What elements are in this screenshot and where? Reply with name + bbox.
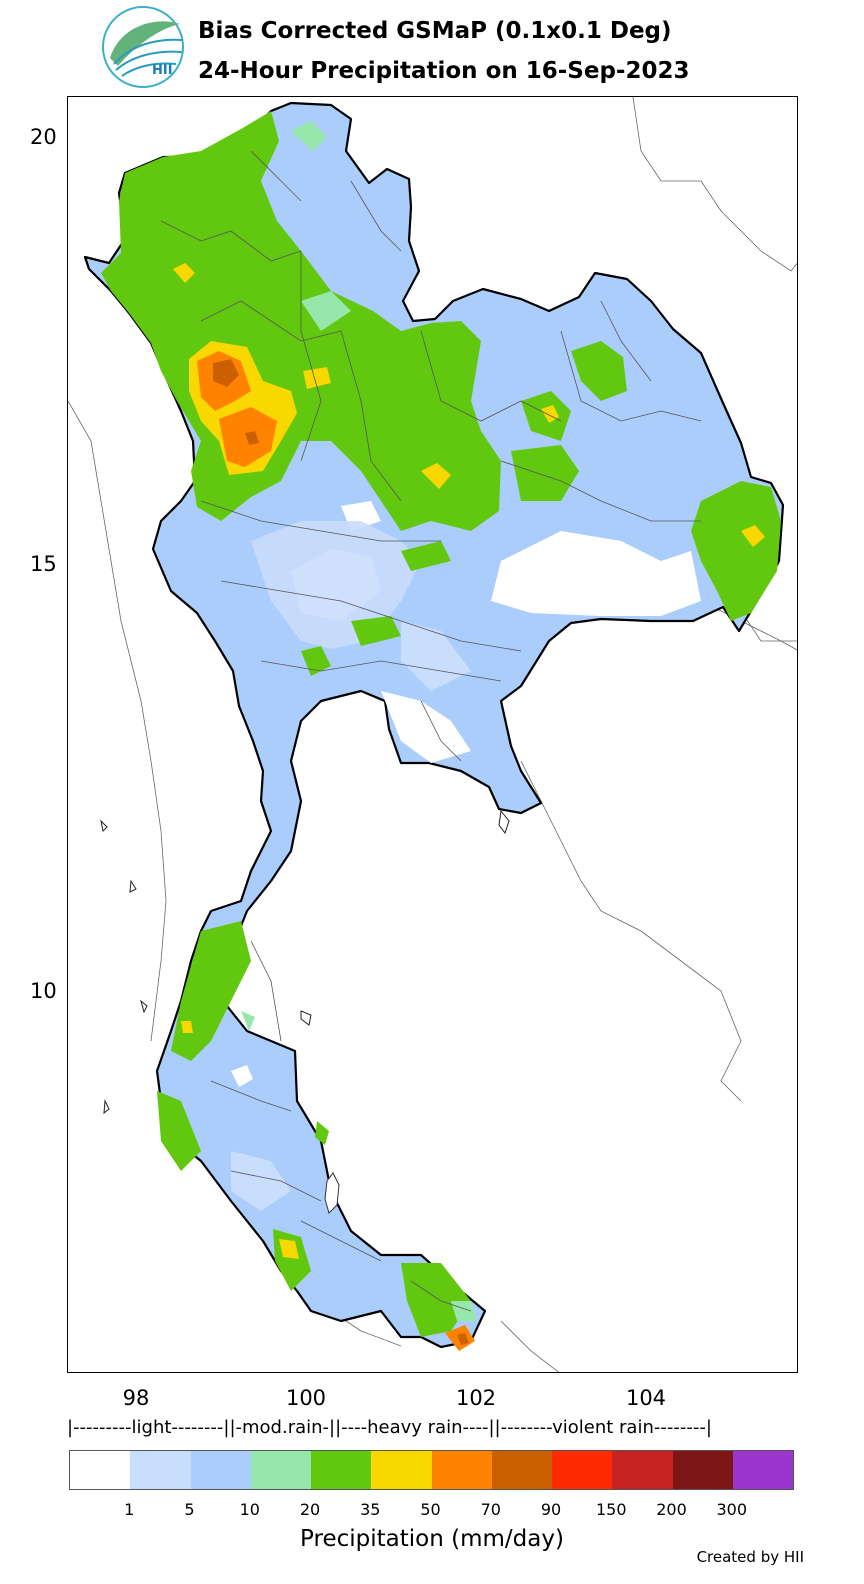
lon-label-102: 102: [455, 1386, 497, 1410]
intensity-categories: |---------light--------||-mod.rain-||---…: [67, 1417, 712, 1438]
lon-label-104: 104: [625, 1386, 667, 1410]
colorbar-swatch-3: [250, 1451, 311, 1489]
colorbar-tick-label: 300: [716, 1500, 748, 1519]
colorbar-tick-label: 20: [299, 1500, 321, 1519]
colorbar-tick-label: 150: [595, 1500, 627, 1519]
map-svg: [68, 97, 797, 1372]
rain-dark-orange: [213, 359, 469, 1345]
title-line-1: Bias Corrected GSMaP (0.1x0.1 Deg): [198, 18, 672, 44]
precipitation-map: [67, 96, 798, 1373]
rain-very-light: [231, 521, 471, 1211]
colorbar-swatch-1: [130, 1451, 191, 1489]
logo-text: HII: [152, 63, 173, 78]
colorbar-swatch-5: [371, 1451, 432, 1489]
colorbar-swatch-11: [732, 1451, 793, 1489]
lon-label-100: 100: [285, 1386, 327, 1410]
colorbar-tick-label: 200: [656, 1500, 687, 1519]
colorbar-tick-label: 50: [420, 1500, 441, 1519]
colorbar-swatch-0: [70, 1451, 131, 1489]
title-line-2: 24-Hour Precipitation on 16-Sep-2023: [198, 58, 690, 84]
province-borders: [160, 150, 702, 1312]
colorbar-swatch-4: [311, 1451, 372, 1489]
colorbar-swatch-2: [190, 1451, 251, 1489]
colorbar-tick-label: 1: [124, 1500, 135, 1519]
colorbar-swatch-9: [612, 1451, 673, 1489]
colorbar-swatch-8: [552, 1451, 613, 1489]
colorbar: [69, 1450, 794, 1490]
rain-light-green: [241, 121, 477, 1321]
colorbar-swatch-10: [672, 1451, 733, 1489]
colorbar-title: Precipitation (mm/day): [300, 1526, 564, 1552]
credit-text: Created by HII: [696, 1548, 804, 1566]
hii-logo: HII: [102, 6, 184, 88]
lat-label-10: 10: [30, 979, 57, 1003]
lake: [324, 1172, 340, 1214]
colorbar-swatch-7: [491, 1451, 552, 1489]
colorbar-tick-label: 70: [480, 1500, 501, 1519]
colorbar-tick-label: 90: [540, 1500, 562, 1519]
colorbar-tick-label: 35: [360, 1500, 381, 1519]
colorbar-tick-label: 10: [239, 1500, 260, 1519]
islands: [100, 809, 510, 1115]
lat-label-20: 20: [30, 125, 57, 149]
lat-label-15: 15: [30, 552, 57, 576]
lon-label-98: 98: [122, 1386, 150, 1410]
colorbar-tick-label: 5: [184, 1500, 195, 1519]
colorbar-swatch-6: [431, 1451, 492, 1489]
